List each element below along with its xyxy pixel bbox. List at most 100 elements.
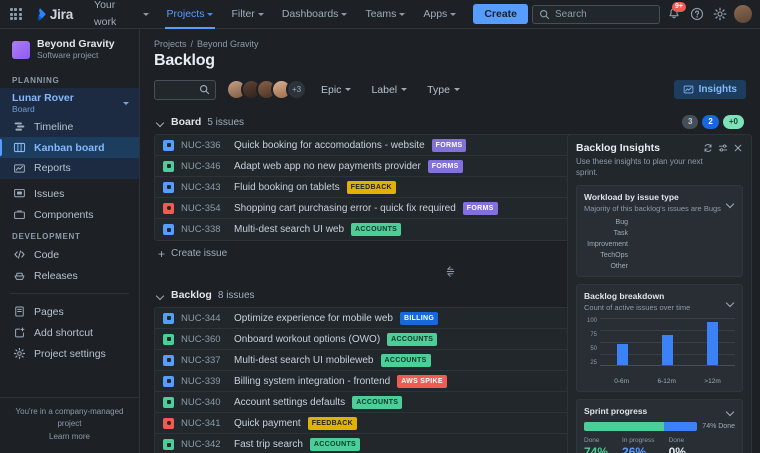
- chevron-down-icon: [345, 88, 352, 91]
- nav-item-dashboards[interactable]: Dashboards: [275, 0, 355, 29]
- x-tick: 6-12m: [657, 378, 676, 385]
- chevron-down-icon[interactable]: [156, 291, 165, 300]
- section-resize-handle[interactable]: [154, 263, 746, 282]
- avatar-overflow-count[interactable]: +3: [286, 79, 307, 100]
- close-icon[interactable]: [733, 143, 743, 153]
- workload-by-issue-type-card: Workload by issue type Majority of this …: [576, 185, 743, 277]
- help-button[interactable]: [688, 5, 706, 23]
- sidebar-item-timeline[interactable]: Timeline: [0, 116, 139, 137]
- epic-tag[interactable]: ACCOUNTS: [351, 223, 402, 236]
- issue-key[interactable]: NUC-337: [181, 354, 221, 366]
- issue-summary: Optimize experience for mobile web: [234, 312, 393, 324]
- assignee-avatar-group: +3: [224, 79, 307, 100]
- sidebar-divider: [10, 293, 129, 294]
- app-switcher-icon[interactable]: [8, 6, 24, 22]
- issue-key[interactable]: NUC-354: [181, 202, 221, 214]
- epic-tag[interactable]: FORMS: [462, 201, 498, 215]
- issue-key[interactable]: NUC-339: [181, 375, 221, 387]
- sidebar-item-components[interactable]: Components: [0, 204, 139, 225]
- sidebar-item-project-settings[interactable]: Project settings: [0, 343, 139, 364]
- chart-row: Task: [584, 229, 735, 237]
- sidebar-item-issues[interactable]: Issues: [0, 183, 139, 204]
- sidebar-item-code[interactable]: Code: [0, 244, 139, 265]
- issue-key[interactable]: NUC-336: [181, 139, 221, 151]
- epic-tag[interactable]: ACCOUNTS: [380, 353, 431, 367]
- issue-key[interactable]: NUC-360: [181, 333, 221, 345]
- issue-key[interactable]: NUC-346: [181, 160, 221, 172]
- backlog-insights-panel: Backlog Insights Use these insights to p…: [567, 134, 752, 453]
- breadcrumb-projects[interactable]: Projects: [154, 39, 187, 49]
- issue-key[interactable]: NUC-343: [181, 181, 221, 193]
- sidebar-board-selector[interactable]: Lunar Rover Board: [0, 88, 139, 116]
- epic-tag[interactable]: FORMS: [431, 138, 467, 152]
- issue-key[interactable]: NUC-341: [181, 417, 221, 429]
- filter-sliders-icon[interactable]: [718, 143, 728, 153]
- jira-logo[interactable]: Jira: [32, 7, 73, 22]
- epic-tag[interactable]: AWS SPIKE: [397, 374, 447, 388]
- drag-handle-icon: [446, 266, 454, 277]
- sidebar-footer: You're in a company-managed project Lear…: [0, 397, 139, 453]
- chevron-down-icon[interactable]: [726, 199, 735, 208]
- pages-document-icon: [12, 305, 26, 319]
- project-header[interactable]: Beyond Gravity Software project: [0, 29, 139, 69]
- global-search-input[interactable]: Search: [532, 4, 660, 24]
- create-button[interactable]: Create: [473, 4, 528, 24]
- stat-key: Done: [584, 437, 600, 444]
- status-badge-inprogress[interactable]: 2: [702, 115, 719, 129]
- sidebar-item-pages[interactable]: Pages: [0, 301, 139, 322]
- breadcrumb-current[interactable]: Beyond Gravity: [197, 39, 259, 49]
- epic-tag[interactable]: ACCOUNTS: [309, 438, 360, 451]
- notifications-button[interactable]: 9+: [665, 2, 686, 23]
- sprint-progress-card: Sprint progress 74% Done Done 74%: [576, 399, 743, 453]
- epic-tag[interactable]: ACCOUNTS: [352, 395, 403, 409]
- stat-key: In progress: [622, 437, 655, 444]
- insights-panel-title: Backlog Insights: [576, 142, 661, 154]
- chevron-down-icon: [401, 88, 408, 91]
- epic-tag[interactable]: FEEDBACK: [346, 180, 396, 194]
- nav-item-filter[interactable]: Filter: [224, 0, 270, 29]
- issue-key[interactable]: NUC-338: [181, 224, 221, 235]
- sidebar-section-development: DEVELOPMENT: [12, 232, 81, 241]
- sidebar-item-kanban-board[interactable]: Kanban board: [0, 137, 139, 158]
- issue-key[interactable]: NUC-342: [181, 439, 221, 450]
- nav-item-your-work[interactable]: Your work: [87, 0, 155, 29]
- issue-key[interactable]: NUC-344: [181, 312, 221, 324]
- filter-dropdown-label[interactable]: Label: [365, 81, 413, 99]
- epic-tag[interactable]: FEEDBACK: [307, 416, 357, 430]
- create-issue-button[interactable]: + Create issue: [154, 241, 746, 263]
- status-badge-todo[interactable]: 3: [681, 115, 699, 129]
- filter-bar: +3 Epic Label Type: [140, 70, 760, 109]
- sidebar-item-releases[interactable]: Releases: [0, 265, 139, 286]
- sidebar-item-reports[interactable]: Reports: [0, 158, 139, 179]
- issue-key[interactable]: NUC-340: [181, 396, 221, 408]
- backlog-search-input[interactable]: [154, 79, 216, 100]
- filter-dropdown-epic[interactable]: Epic: [315, 81, 357, 99]
- nav-label: Dashboards: [281, 7, 339, 20]
- epic-tag[interactable]: ACCOUNTS: [387, 332, 438, 346]
- section-status-badges: 3 2 +0: [681, 115, 744, 129]
- issue-summary: Multi-dest search UI mobileweb: [234, 354, 374, 366]
- issue-type-story-icon: [163, 312, 174, 324]
- settings-button[interactable]: [711, 5, 729, 23]
- chevron-down-icon[interactable]: [726, 407, 735, 416]
- nav-label: Filter: [231, 7, 255, 20]
- chevron-down-icon[interactable]: [726, 298, 735, 307]
- refresh-icon[interactable]: [703, 143, 713, 153]
- chevron-down-icon[interactable]: [156, 118, 165, 127]
- nav-label: Apps: [423, 7, 448, 20]
- sidebar-item-add-shortcut[interactable]: Add shortcut: [0, 322, 139, 343]
- nav-item-projects[interactable]: Projects: [160, 0, 221, 29]
- stat-value: 26%: [622, 445, 647, 453]
- epic-tag[interactable]: BILLING: [399, 311, 439, 325]
- sidebar-footer-learn-more-link[interactable]: Learn more: [49, 432, 90, 441]
- nav-item-teams[interactable]: Teams: [358, 0, 412, 29]
- chart-bar: [662, 334, 673, 365]
- filter-dropdown-type[interactable]: Type: [421, 81, 466, 99]
- insights-panel-header: Backlog Insights Use these insights to p…: [576, 142, 743, 178]
- insights-button[interactable]: Insights: [673, 80, 746, 99]
- user-avatar[interactable]: [734, 5, 752, 23]
- nav-item-apps[interactable]: Apps: [416, 0, 463, 29]
- insights-panel-actions: [703, 142, 743, 153]
- status-badge-done[interactable]: +0: [722, 115, 744, 129]
- epic-tag[interactable]: FORMS: [427, 159, 463, 173]
